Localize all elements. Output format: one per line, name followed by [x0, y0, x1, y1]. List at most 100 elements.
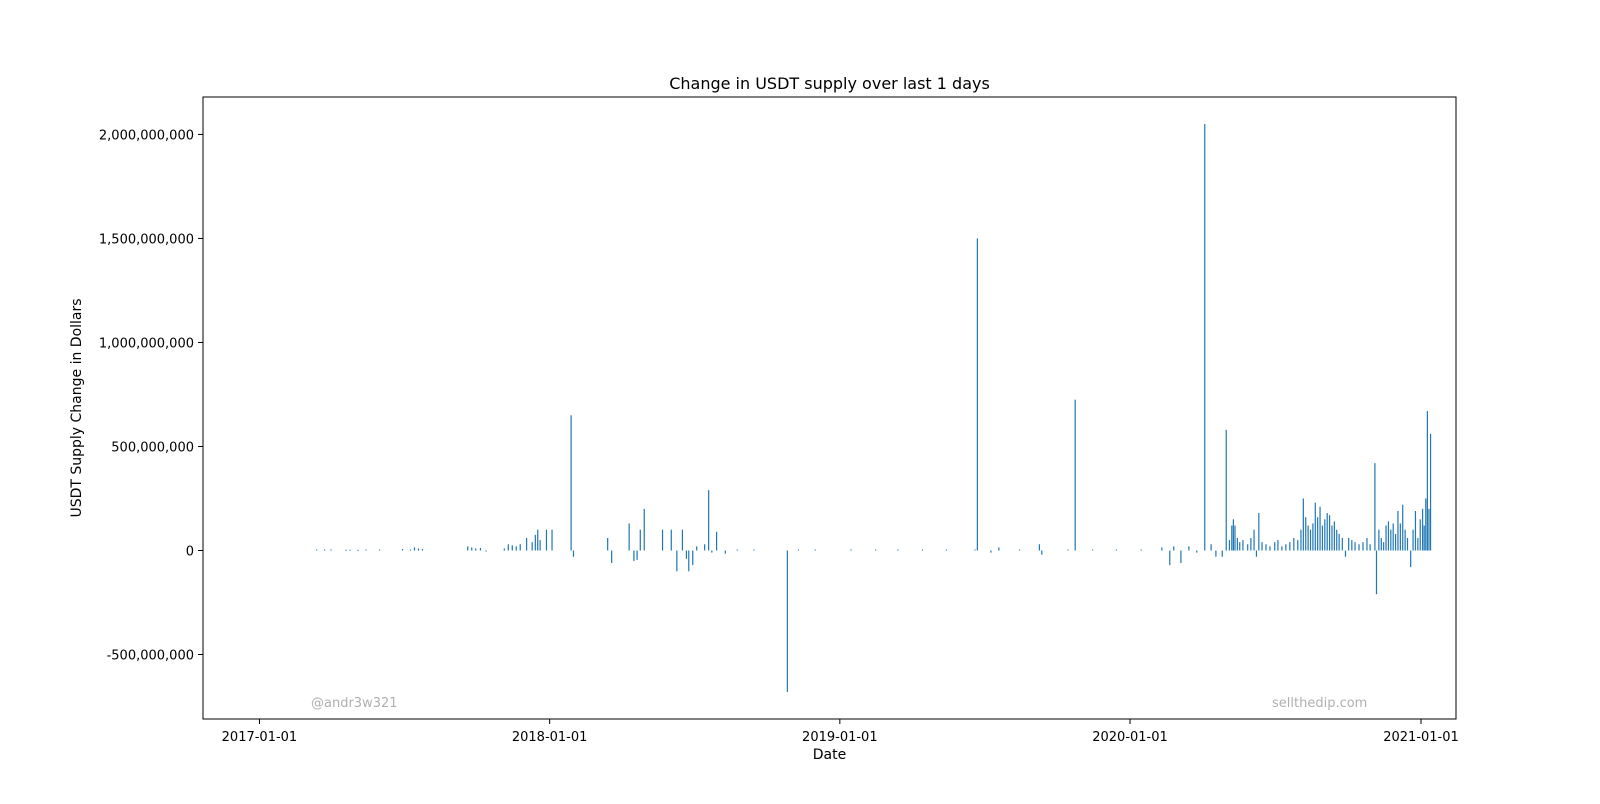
bar: [736, 549, 738, 551]
bar: [1375, 550, 1378, 595]
bar: [1196, 550, 1198, 553]
bar: [611, 550, 613, 563]
bar: [545, 529, 548, 551]
bar: [1394, 533, 1397, 551]
bar: [1269, 546, 1271, 551]
y-tick-label: 1,000,000,000: [99, 336, 194, 351]
bar: [696, 546, 698, 551]
bar: [921, 549, 924, 551]
bar: [661, 529, 664, 551]
x-tick-label: 2017-01-01: [222, 730, 298, 745]
bar: [1067, 549, 1069, 551]
bar: [639, 529, 641, 551]
bar: [409, 549, 412, 551]
bar: [1414, 510, 1417, 551]
bar: [998, 547, 1000, 551]
bar: [814, 549, 816, 551]
bar: [511, 545, 513, 551]
bar: [1426, 411, 1428, 551]
bar: [345, 549, 347, 551]
bar: [607, 538, 609, 551]
bar: [1231, 525, 1233, 551]
bar: [539, 540, 541, 551]
bar: [421, 549, 424, 551]
bar: [1321, 525, 1324, 551]
y-axis: -500,000,000 0 500,000,000 1,000,000,000 1,5…: [99, 128, 203, 664]
bar: [1404, 529, 1406, 551]
bar: [1406, 538, 1409, 551]
bar: [1399, 523, 1401, 551]
bar: [1402, 504, 1404, 551]
bars-layer: [316, 124, 1432, 692]
bar: [324, 549, 326, 551]
bar: [636, 550, 638, 560]
bar: [1234, 525, 1236, 551]
y-axis-title: USDT Supply Change in Dollars: [69, 298, 85, 517]
bar: [1092, 549, 1094, 551]
bar: [1293, 538, 1295, 551]
bar: [534, 534, 536, 551]
bar: [515, 546, 517, 551]
bar: [479, 548, 482, 551]
bar: [1354, 542, 1356, 551]
bar: [330, 549, 332, 551]
bar: [1378, 529, 1380, 551]
bar: [475, 548, 477, 551]
watermark-author: @andr3w321: [311, 696, 398, 711]
bar: [1425, 498, 1427, 551]
bar: [1247, 544, 1249, 551]
bar: [1307, 525, 1309, 551]
bar: [976, 238, 978, 551]
bar: [1274, 542, 1276, 551]
bar: [704, 544, 706, 551]
bar: [974, 549, 976, 551]
bar: [670, 529, 672, 551]
bar: [850, 549, 852, 551]
bar: [357, 549, 359, 551]
bar: [1255, 550, 1258, 557]
bar: [1258, 513, 1260, 551]
bar: [551, 529, 553, 551]
bar: [378, 549, 381, 551]
bar: [1277, 540, 1279, 551]
y-tick-label: -500,000,000: [107, 649, 194, 664]
bar: [897, 549, 899, 551]
bar: [1242, 540, 1244, 551]
bar: [716, 531, 718, 551]
bar: [1336, 529, 1338, 551]
bar: [316, 549, 318, 551]
bar: [525, 538, 528, 551]
bar: [685, 550, 687, 559]
bar: [1429, 434, 1432, 551]
bar: [945, 549, 947, 551]
bar: [1140, 549, 1142, 551]
bar: [1210, 544, 1212, 551]
bar: [1392, 523, 1394, 551]
bar: [1302, 498, 1304, 551]
bar: [797, 549, 800, 551]
bar: [1328, 515, 1331, 551]
bar: [1326, 513, 1328, 551]
bar: [1250, 538, 1252, 551]
bar: [1390, 529, 1392, 551]
bar: [708, 490, 710, 551]
bar: [507, 544, 509, 551]
bar: [572, 550, 575, 557]
bar: [1300, 529, 1302, 551]
bar: [1253, 529, 1255, 551]
bar: [1305, 517, 1307, 551]
bar: [1173, 546, 1175, 551]
bar: [681, 529, 684, 551]
bar: [1422, 508, 1424, 551]
bar: [1333, 521, 1335, 551]
bar: [1423, 525, 1425, 551]
bar: [1115, 549, 1118, 551]
bar: [1265, 544, 1267, 551]
bar: [537, 529, 539, 551]
bar: [1161, 547, 1163, 551]
y-tick-label: 0: [186, 544, 194, 559]
bar: [1215, 550, 1217, 557]
